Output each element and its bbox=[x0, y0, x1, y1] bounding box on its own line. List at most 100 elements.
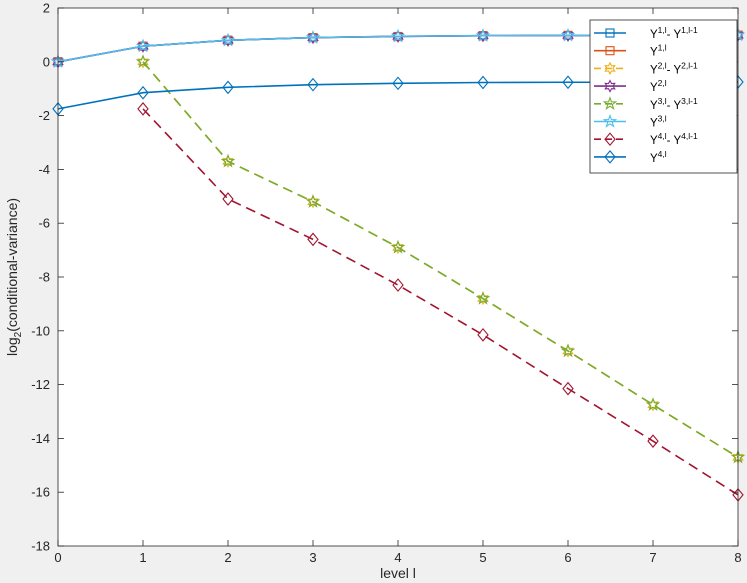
data-point bbox=[477, 327, 489, 342]
legend-label-part: 4,l-1 bbox=[681, 131, 698, 141]
y-tick-label: -10 bbox=[31, 323, 50, 338]
legend-label-part: 2,l bbox=[658, 78, 667, 88]
legend-item: Y3,l bbox=[594, 114, 667, 130]
data-point bbox=[392, 76, 404, 91]
data-point bbox=[562, 28, 574, 43]
legend-label: Y1,l- Y1,l-1 bbox=[650, 25, 698, 41]
series-line bbox=[142, 108, 739, 496]
legend-label-part: 4,l bbox=[658, 131, 667, 141]
data-point bbox=[222, 154, 234, 169]
legend-label-part: Y bbox=[650, 118, 658, 130]
legend-label: Y4,l bbox=[650, 149, 667, 165]
data-point bbox=[392, 29, 404, 43]
legend-label-part: Y bbox=[650, 100, 658, 112]
legend-label-part: - Y bbox=[667, 100, 682, 112]
x-tick-label: 7 bbox=[649, 550, 656, 565]
x-tick-label: 3 bbox=[309, 550, 316, 565]
legend-label-part: 2,l bbox=[658, 60, 667, 70]
legend-label-part: Y bbox=[650, 29, 658, 41]
y-ticks: 2 0 -2 -4 -6 -8 -10 -12 -14 -16 -18 bbox=[31, 1, 738, 554]
legend-item: Y3,l- Y3,l-1 bbox=[594, 96, 698, 112]
x-tick-label: 6 bbox=[564, 550, 571, 565]
data-point bbox=[222, 192, 234, 206]
data-point bbox=[477, 75, 489, 90]
legend-marker bbox=[602, 96, 618, 111]
y-tick-label: -2 bbox=[38, 108, 50, 123]
data-point bbox=[475, 28, 491, 42]
x-tick-label: 4 bbox=[394, 550, 401, 565]
legend-marker bbox=[605, 28, 615, 38]
legend-label-part: 1,l bbox=[658, 25, 667, 35]
legend-label-part: 3,l bbox=[658, 114, 667, 124]
y-tick-label: 2 bbox=[43, 1, 50, 16]
y-axis-label-main: log bbox=[4, 337, 20, 356]
data-point bbox=[307, 232, 319, 247]
series-line bbox=[142, 61, 739, 458]
data-point bbox=[305, 29, 321, 44]
legend-item: Y4,l bbox=[594, 149, 667, 165]
legend-label-part: - Y bbox=[667, 64, 682, 76]
legend-marker bbox=[605, 46, 615, 56]
y-tick-label: 0 bbox=[43, 54, 50, 69]
x-tick-label: 1 bbox=[139, 550, 146, 565]
data-point bbox=[475, 290, 491, 305]
data-point bbox=[562, 75, 574, 90]
data-point bbox=[562, 381, 574, 396]
data-point bbox=[220, 32, 236, 47]
legend-label-part: Y bbox=[650, 135, 658, 147]
data-point bbox=[477, 291, 489, 306]
legend-label-part: 3,l-1 bbox=[681, 96, 698, 106]
data-point bbox=[477, 29, 489, 43]
legend-label-part: Y bbox=[650, 47, 658, 59]
y-tick-label: -4 bbox=[38, 162, 50, 177]
data-point bbox=[560, 27, 576, 42]
x-axis-label: level l bbox=[380, 565, 416, 581]
legend-label-part: 3,l bbox=[658, 96, 667, 106]
legend-label-part: - Y bbox=[667, 135, 682, 147]
legend-label-part: Y bbox=[650, 153, 658, 165]
legend-label: Y4,l- Y4,l-1 bbox=[650, 131, 698, 147]
legend-label-part: Y bbox=[650, 82, 658, 94]
legend-marker bbox=[604, 79, 616, 93]
y-axis-label-sub: 2 bbox=[13, 331, 24, 337]
legend-marker bbox=[604, 150, 616, 164]
legend-label-part: 4,l bbox=[658, 149, 667, 159]
legend-marker bbox=[604, 61, 616, 76]
legend-marker bbox=[602, 113, 618, 128]
data-point bbox=[222, 80, 234, 95]
legend-label: Y2,l bbox=[650, 78, 667, 94]
series-5 bbox=[135, 54, 746, 464]
legend-items: Y1,l- Y1,l-1Y1,lY2,l- Y2,l-1Y2,lY3,l- Y3… bbox=[594, 25, 698, 165]
legend-item: Y1,l bbox=[594, 43, 667, 59]
y-axis-label: log2(conditional-variance) bbox=[4, 198, 24, 356]
x-ticks: 0 1 2 3 4 5 6 7 8 bbox=[54, 8, 742, 565]
legend-item: Y2,l- Y2,l-1 bbox=[594, 60, 698, 76]
legend-label: Y3,l bbox=[650, 114, 667, 130]
legend-label-part: 1,l-1 bbox=[681, 25, 698, 35]
data-point bbox=[135, 54, 151, 69]
legend-label: Y3,l- Y3,l-1 bbox=[650, 96, 698, 112]
data-point bbox=[390, 239, 406, 254]
legend-item: Y2,l bbox=[594, 78, 667, 94]
legend-label-part: 2,l-1 bbox=[681, 60, 698, 70]
data-point bbox=[222, 33, 234, 47]
series-7 bbox=[137, 102, 744, 502]
y-tick-label: -6 bbox=[38, 216, 50, 231]
legend-label-part: - Y bbox=[667, 29, 682, 41]
data-point bbox=[392, 240, 404, 255]
data-point bbox=[137, 85, 149, 100]
data-point bbox=[307, 77, 319, 92]
data-point bbox=[560, 343, 576, 358]
data-point bbox=[305, 194, 321, 208]
data-point bbox=[220, 153, 236, 168]
data-point bbox=[137, 102, 149, 116]
data-point bbox=[137, 55, 149, 69]
data-point bbox=[307, 30, 319, 45]
y-tick-label: -16 bbox=[31, 485, 50, 500]
legend-marker bbox=[604, 132, 616, 147]
y-tick-label: -14 bbox=[31, 431, 50, 446]
legend-label-part: Y bbox=[650, 64, 658, 76]
y-tick-label: -8 bbox=[38, 270, 50, 285]
y-tick-label: -18 bbox=[31, 539, 50, 554]
data-point bbox=[647, 434, 659, 448]
